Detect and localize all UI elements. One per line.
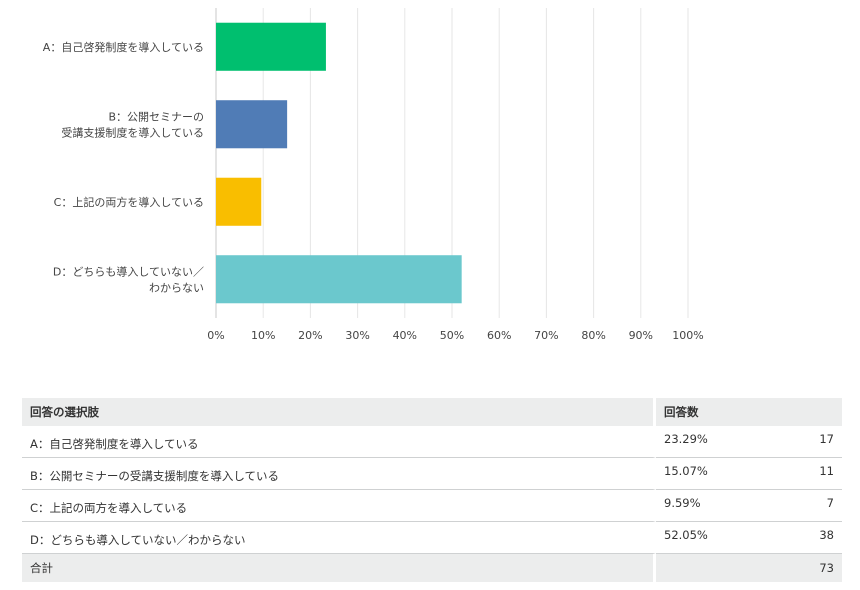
response-cell: 15.07% 11: [656, 458, 842, 490]
results-table: 回答の選択肢 回答数 A：自己啓発制度を導入している 23.29% 17 B：公開セミ…: [22, 398, 842, 582]
bar-chart: A：自己啓発制度を導入している B：公開セミナーの受講支援制度を導入している C：上…: [43, 8, 704, 342]
table-row: B：公開セミナーの受講支援制度を導入している 15.07% 11: [22, 458, 842, 490]
bar: [216, 255, 462, 304]
response-percent: 23.29%: [664, 432, 708, 446]
table-row: D：どちらも導入していない／わからない 52.05% 38: [22, 522, 842, 554]
response-cell: 9.59% 7: [656, 490, 842, 522]
answer-choice: D：どちらも導入していない／わからない: [22, 522, 656, 554]
bar: [216, 100, 288, 149]
answer-choice: B：公開セミナーの受講支援制度を導入している: [22, 458, 656, 490]
category-labels: A：自己啓発制度を導入している B：公開セミナーの受講支援制度を導入している C：上…: [43, 40, 204, 295]
x-tick-label: 90%: [629, 329, 653, 342]
answer-choice: A：自己啓発制度を導入している: [22, 426, 656, 458]
x-tick-label: 60%: [487, 329, 511, 342]
responses-header: 回答数: [656, 398, 842, 426]
bar: [216, 22, 326, 71]
table-row: A：自己啓発制度を導入している 23.29% 17: [22, 426, 842, 458]
x-tick-label: 70%: [534, 329, 558, 342]
x-tick-label: 0%: [207, 329, 224, 342]
answer-choices-header: 回答の選択肢: [22, 398, 656, 426]
x-tick-label: 30%: [345, 329, 369, 342]
response-cell: 23.29% 17: [656, 426, 842, 458]
bars: [216, 22, 462, 304]
x-tick-label: 50%: [440, 329, 464, 342]
response-percent: 9.59%: [664, 496, 701, 510]
total-label: 合計: [22, 554, 656, 582]
category-label: D：どちらも導入していない／わからない: [53, 264, 204, 294]
x-tick-label: 40%: [393, 329, 417, 342]
category-label: C：上記の両方を導入している: [54, 195, 204, 209]
response-count: 7: [826, 496, 834, 510]
x-tick-label: 100%: [672, 329, 703, 342]
response-count: 11: [819, 464, 834, 478]
total-count: 73: [656, 554, 842, 582]
total-row: 合計 73: [22, 554, 842, 582]
x-tick-labels: 0% 10% 20% 30% 40% 50% 60% 70% 80% 90% 100%: [207, 329, 703, 342]
response-cell: 52.05% 38: [656, 522, 842, 554]
table-header-row: 回答の選択肢 回答数: [22, 398, 842, 426]
x-tick-label: 20%: [298, 329, 322, 342]
category-label: B：公開セミナーの受講支援制度を導入している: [61, 110, 204, 139]
response-count: 38: [819, 528, 834, 542]
category-label: A：自己啓発制度を導入している: [43, 40, 204, 54]
answer-choice: C：上記の両方を導入している: [22, 490, 656, 522]
x-tick-label: 10%: [251, 329, 275, 342]
response-percent: 15.07%: [664, 464, 708, 478]
x-tick-label: 80%: [581, 329, 605, 342]
response-count: 17: [819, 432, 834, 446]
response-percent: 52.05%: [664, 528, 708, 542]
table-row: C：上記の両方を導入している 9.59% 7: [22, 490, 842, 522]
bar: [216, 177, 262, 226]
